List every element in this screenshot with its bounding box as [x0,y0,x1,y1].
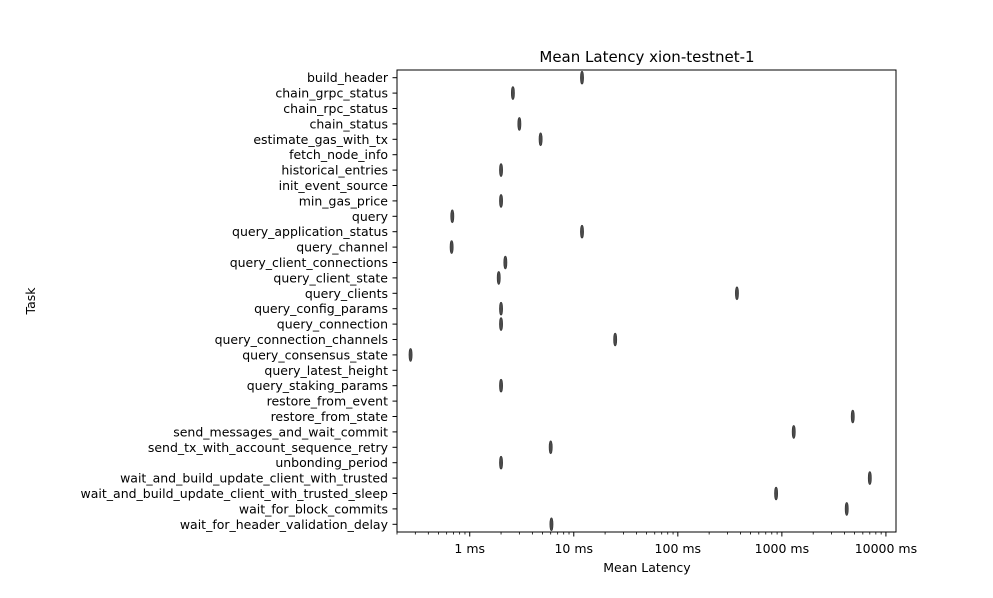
x-tick-label: 100 ms [655,541,702,556]
x-tick-label: 10 ms [554,541,593,556]
y-tick-label: wait_and_build_update_client_with_truste… [81,486,389,501]
y-axis-label: Task [23,287,38,316]
violin-mark [791,425,796,439]
x-tick-label: 1000 ms [755,541,809,556]
violin-mark [867,471,872,485]
y-tick-label: historical_entries [281,163,388,178]
y-tick-label: query_client_state [273,270,388,285]
y-tick-label: restore_from_state [271,409,389,424]
y-tick-label: chain_status [309,116,388,131]
violin-mark [844,502,849,516]
x-tick-label: 10000 ms [855,541,917,556]
y-tick-label: query_connection_channels [215,332,388,347]
y-tick-label: estimate_gas_with_tx [253,132,388,147]
y-tick-label: restore_from_event [267,394,388,409]
y-tick-label: build_header [307,70,389,85]
y-tick-label: init_event_source [279,178,389,193]
violin-mark [735,286,739,301]
y-tick-label: chain_grpc_status [275,86,388,101]
y-tick-label: query_staking_params [247,378,388,393]
y-tick-label: query_application_status [232,224,388,239]
y-tick-label: query_clients [305,286,388,301]
y-tick-label: query_client_connections [230,255,388,270]
y-tick-label: min_gas_price [299,193,389,208]
y-tick-label: wait_for_header_validation_delay [180,517,389,532]
x-tick-label: 1 ms [454,541,485,556]
y-tick-label: query_latest_height [264,363,388,378]
violin-mark [580,224,584,239]
violin-mark [496,271,501,285]
violin-mark [517,117,522,131]
y-tick-label: chain_rpc_status [283,101,388,116]
y-tick-label: fetch_node_info [289,147,388,162]
violin-mark [449,240,454,254]
y-tick-label: unbonding_period [275,455,388,470]
violin-mark [503,255,508,270]
violin-mark [408,348,413,362]
y-tick-label: query_connection [277,317,388,332]
violin-mark [538,132,543,147]
violin-mark [499,378,503,393]
violin-mark [450,209,455,224]
y-tick-label: query_config_params [254,301,388,316]
violin-mark [499,163,503,177]
violin-mark [580,70,584,85]
violin-mark [499,194,503,208]
y-tick-label: wait_for_block_commits [239,501,388,516]
y-tick-label: query [352,209,389,224]
chart-title: Mean Latency xion-testnet-1 [539,48,754,66]
violin-mark [549,517,554,532]
violin-mark [499,455,503,470]
violin-mark [499,317,503,331]
violin-mark [511,86,515,100]
violin-mark [613,332,618,347]
violin-mark [548,440,553,455]
y-tick-label: send_messages_and_wait_commit [173,424,388,439]
y-tick-label: query_channel [296,240,388,255]
plot-area: 1 ms 10 ms 100 ms 1000 ms 10000 ms build_head… [81,69,917,556]
y-tick-label: send_tx_with_account_sequence_retry [148,440,389,455]
plot-frame [396,69,897,533]
violin-mark [499,301,503,316]
y-tick-label: query_consensus_state [242,347,388,362]
y-tick-label: wait_and_build_update_client_with_truste… [120,471,388,486]
violin-mark [774,486,778,501]
x-axis-label: Mean Latency [603,560,691,575]
violin-mark [850,409,855,424]
